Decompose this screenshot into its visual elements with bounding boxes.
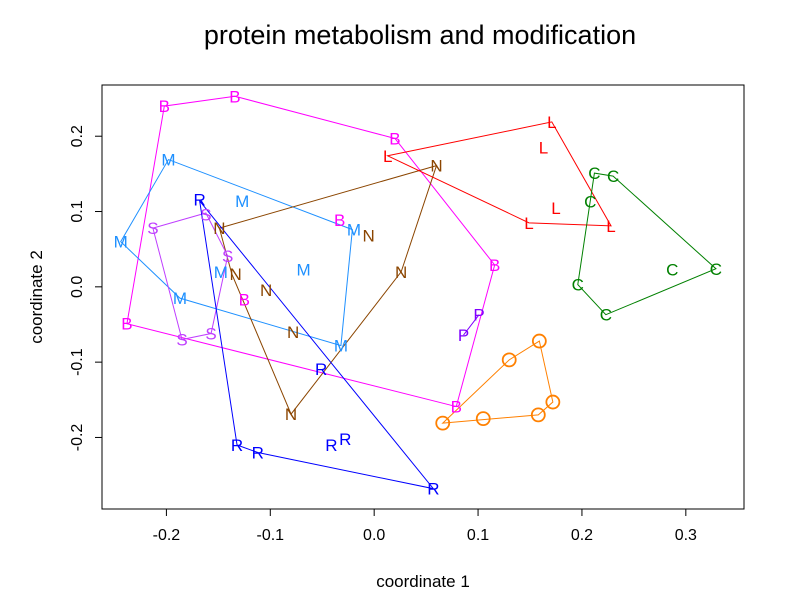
point-N: N [229, 265, 241, 284]
x-tick-label: 0.3 [675, 527, 697, 544]
point-M: M [296, 261, 310, 280]
point-S: S [200, 206, 211, 225]
point-P: P [473, 306, 484, 325]
point-B: B [159, 97, 170, 116]
point-M: M [173, 289, 187, 308]
point-O [475, 411, 491, 427]
point-S: S [176, 331, 187, 350]
point-O [545, 394, 561, 410]
point-B: B [121, 315, 132, 334]
point-N: N [430, 157, 442, 176]
point-R: R [315, 360, 327, 379]
point-M: M [347, 221, 361, 240]
point-R: R [252, 444, 264, 463]
point-M: M [235, 192, 249, 211]
hull-layer [120, 95, 717, 490]
y-tick-label: 0.2 [69, 125, 86, 147]
x-axis: -0.2 -0.1 0.0 0.1 0.2 0.3 [153, 508, 697, 544]
point-L: L [547, 113, 556, 132]
point-C: C [666, 261, 678, 280]
hull-R [198, 199, 435, 490]
point-N: N [260, 281, 272, 300]
point-O [531, 333, 547, 349]
point-N: N [213, 219, 225, 238]
point-M: M [114, 233, 128, 252]
point-B: B [229, 87, 240, 106]
point-S: S [205, 325, 216, 344]
y-axis-label: coordinate 2 [27, 250, 46, 344]
hull-C [577, 172, 717, 316]
point-C: C [710, 260, 722, 279]
point-C: C [588, 164, 600, 183]
point-L: L [606, 217, 615, 236]
hull-S [152, 212, 229, 341]
point-O [501, 352, 517, 368]
y-tick-label: 0.1 [69, 200, 86, 222]
hull-O [441, 340, 554, 424]
point-M: M [334, 337, 348, 356]
x-tick-label: -0.2 [153, 527, 181, 544]
hull-N [218, 164, 438, 416]
chart-title: protein metabolism and modification [204, 20, 636, 50]
point-N: N [287, 323, 299, 342]
point-B: B [451, 398, 462, 417]
point-C: C [607, 167, 619, 186]
point-B: B [389, 129, 400, 148]
point-L: L [383, 147, 392, 166]
point-L: L [539, 139, 548, 158]
point-R: R [325, 436, 337, 455]
hull-L [386, 121, 612, 227]
hull-B [126, 95, 496, 408]
hull-P [463, 314, 480, 336]
y-tick-label: -0.2 [69, 424, 86, 452]
point-S: S [222, 247, 233, 266]
point-L: L [551, 199, 560, 218]
point-R: R [427, 480, 439, 499]
x-tick-label: 0.0 [363, 527, 385, 544]
x-axis-label: coordinate 1 [376, 572, 470, 591]
y-tick-label: 0.0 [69, 276, 86, 298]
point-S: S [147, 219, 158, 238]
point-O [530, 407, 546, 423]
point-B: B [489, 256, 500, 275]
point-R: R [339, 430, 351, 449]
x-tick-label: 0.2 [571, 527, 593, 544]
point-O [435, 415, 451, 431]
point-N: N [395, 263, 407, 282]
point-N: N [285, 405, 297, 424]
point-B: B [239, 291, 250, 310]
point-N: N [363, 227, 375, 246]
point-R: R [231, 436, 243, 455]
hull-M [120, 158, 353, 347]
point-L: L [524, 214, 533, 233]
x-tick-label: 0.1 [467, 527, 489, 544]
y-tick-label: -0.1 [69, 348, 86, 376]
point-B: B [334, 211, 345, 230]
point-C: C [572, 276, 584, 295]
x-tick-label: -0.1 [257, 527, 285, 544]
point-R: R [194, 190, 206, 209]
point-M: M [214, 263, 228, 282]
y-axis: -0.2 -0.1 0.0 0.1 0.2 [69, 125, 103, 452]
point-C: C [584, 193, 596, 212]
point-P: P [458, 326, 469, 345]
point-C: C [600, 306, 612, 325]
point-M: M [161, 151, 175, 170]
